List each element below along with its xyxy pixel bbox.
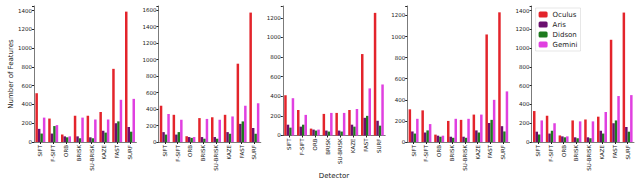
svg-text:200: 200 xyxy=(22,120,33,126)
svg-text:200: 200 xyxy=(395,118,406,124)
svg-text:0: 0 xyxy=(526,139,530,145)
svg-text:SURF: SURF xyxy=(251,145,257,160)
svg-text:SIFT: SIFT xyxy=(535,144,541,156)
svg-text:FAST: FAST xyxy=(363,138,369,152)
svg-text:600: 600 xyxy=(395,76,406,82)
svg-text:SIFT: SIFT xyxy=(162,144,168,156)
svg-text:800: 800 xyxy=(395,55,406,61)
svg-text:0: 0 xyxy=(277,132,281,138)
svg-text:KAZE: KAZE xyxy=(599,144,605,159)
svg-text:1600: 1600 xyxy=(142,7,156,13)
svg-text:0: 0 xyxy=(402,139,406,145)
svg-text:F-SIFT: F-SIFT xyxy=(50,144,56,161)
svg-text:SU-BRISK: SU-BRISK xyxy=(337,138,343,164)
svg-text:SURF: SURF xyxy=(376,138,382,153)
svg-text:ORB: ORB xyxy=(187,145,193,157)
svg-text:400: 400 xyxy=(519,101,530,107)
svg-text:1200: 1200 xyxy=(267,15,281,21)
svg-text:1000: 1000 xyxy=(516,45,530,51)
svg-text:ORB: ORB xyxy=(312,138,318,150)
svg-text:0: 0 xyxy=(153,139,157,145)
svg-text:200: 200 xyxy=(270,113,281,119)
svg-text:BRISK: BRISK xyxy=(573,145,579,162)
svg-text:SIFT: SIFT xyxy=(411,144,417,156)
svg-text:1000: 1000 xyxy=(18,45,32,51)
svg-text:SU-BRISK: SU-BRISK xyxy=(586,145,592,171)
svg-text:600: 600 xyxy=(22,83,33,89)
svg-text:Detector: Detector xyxy=(319,172,350,180)
svg-text:SU-BRISK: SU-BRISK xyxy=(462,145,468,171)
svg-text:Oculus: Oculus xyxy=(553,11,577,19)
svg-text:Didson: Didson xyxy=(553,31,577,39)
svg-text:1200: 1200 xyxy=(18,26,32,32)
svg-text:SIFT: SIFT xyxy=(286,138,292,150)
svg-text:800: 800 xyxy=(22,64,33,70)
svg-text:KAZE: KAZE xyxy=(101,144,107,159)
svg-text:0: 0 xyxy=(29,139,33,145)
svg-text:KAZE: KAZE xyxy=(475,144,481,159)
svg-text:KAZE: KAZE xyxy=(226,144,232,159)
svg-text:SU-BRISK: SU-BRISK xyxy=(89,145,95,171)
svg-text:BRISK: BRISK xyxy=(325,138,331,155)
svg-text:F-SIFT: F-SIFT xyxy=(175,144,181,161)
svg-text:FAST: FAST xyxy=(239,144,245,158)
svg-text:1400: 1400 xyxy=(516,8,530,14)
svg-text:200: 200 xyxy=(146,123,157,129)
svg-text:600: 600 xyxy=(146,90,157,96)
svg-text:800: 800 xyxy=(146,73,157,79)
svg-text:600: 600 xyxy=(519,83,530,89)
svg-text:1400: 1400 xyxy=(18,8,32,14)
svg-text:SURF: SURF xyxy=(500,145,506,160)
svg-text:BRISK: BRISK xyxy=(76,145,82,162)
svg-text:400: 400 xyxy=(270,93,281,99)
svg-text:ORB: ORB xyxy=(63,145,69,157)
svg-text:F-SIFT: F-SIFT xyxy=(423,144,429,161)
svg-text:400: 400 xyxy=(146,106,157,112)
svg-text:400: 400 xyxy=(395,97,406,103)
svg-text:F-SIFT: F-SIFT xyxy=(548,144,554,161)
svg-text:1000: 1000 xyxy=(267,34,281,40)
svg-text:800: 800 xyxy=(519,64,530,70)
svg-text:FAST: FAST xyxy=(114,144,120,158)
svg-text:ORB: ORB xyxy=(436,145,442,157)
svg-text:FAST: FAST xyxy=(487,144,493,158)
svg-text:1200: 1200 xyxy=(391,12,405,18)
svg-text:Aris: Aris xyxy=(553,21,567,29)
svg-text:1000: 1000 xyxy=(142,57,156,63)
svg-text:SURF: SURF xyxy=(127,145,133,160)
svg-text:1000: 1000 xyxy=(391,34,405,40)
svg-text:SU-BRISK: SU-BRISK xyxy=(213,145,219,171)
svg-text:SIFT: SIFT xyxy=(37,144,43,156)
svg-text:SURF: SURF xyxy=(625,145,631,160)
svg-text:KAZE: KAZE xyxy=(350,138,356,153)
svg-text:Number of Features: Number of Features xyxy=(7,39,15,109)
svg-text:Gemini: Gemini xyxy=(553,41,578,49)
svg-text:1400: 1400 xyxy=(142,24,156,30)
svg-text:400: 400 xyxy=(22,101,33,107)
svg-text:ORB: ORB xyxy=(561,145,567,157)
svg-text:1200: 1200 xyxy=(142,40,156,46)
svg-text:BRISK: BRISK xyxy=(200,145,206,162)
svg-text:FAST: FAST xyxy=(612,144,618,158)
svg-text:F-SIFT: F-SIFT xyxy=(299,138,305,155)
svg-text:800: 800 xyxy=(270,54,281,60)
svg-text:200: 200 xyxy=(519,120,530,126)
svg-text:600: 600 xyxy=(270,74,281,80)
svg-text:1200: 1200 xyxy=(516,26,530,32)
svg-text:BRISK: BRISK xyxy=(449,145,455,162)
